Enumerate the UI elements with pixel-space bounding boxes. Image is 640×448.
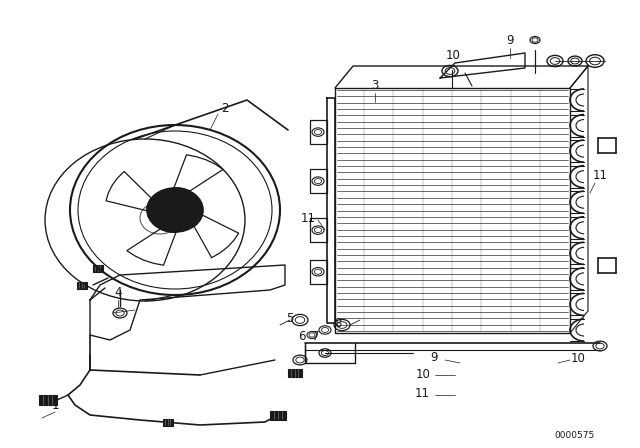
Bar xyxy=(39,395,57,405)
Bar xyxy=(77,282,87,289)
Bar xyxy=(93,265,103,272)
Text: 8: 8 xyxy=(334,316,342,329)
Text: 3: 3 xyxy=(371,78,379,91)
Text: 10: 10 xyxy=(571,352,586,365)
Text: 4: 4 xyxy=(115,285,122,298)
Ellipse shape xyxy=(147,188,203,232)
Text: 2: 2 xyxy=(221,102,228,115)
Text: 10: 10 xyxy=(415,367,431,380)
Text: 7: 7 xyxy=(312,329,320,343)
Text: 9: 9 xyxy=(430,350,438,363)
Bar xyxy=(163,419,173,426)
Text: 0000575: 0000575 xyxy=(555,431,595,439)
Text: 11: 11 xyxy=(593,168,607,181)
Text: 11: 11 xyxy=(415,387,429,400)
Text: 5: 5 xyxy=(286,311,294,324)
Bar xyxy=(288,369,302,377)
Text: 11: 11 xyxy=(301,211,316,224)
Ellipse shape xyxy=(157,196,193,224)
Text: 9: 9 xyxy=(506,34,514,47)
Text: 6: 6 xyxy=(298,329,306,343)
Bar xyxy=(270,411,286,420)
Ellipse shape xyxy=(165,202,185,218)
Text: 1: 1 xyxy=(51,399,59,412)
Text: 10: 10 xyxy=(445,48,460,61)
